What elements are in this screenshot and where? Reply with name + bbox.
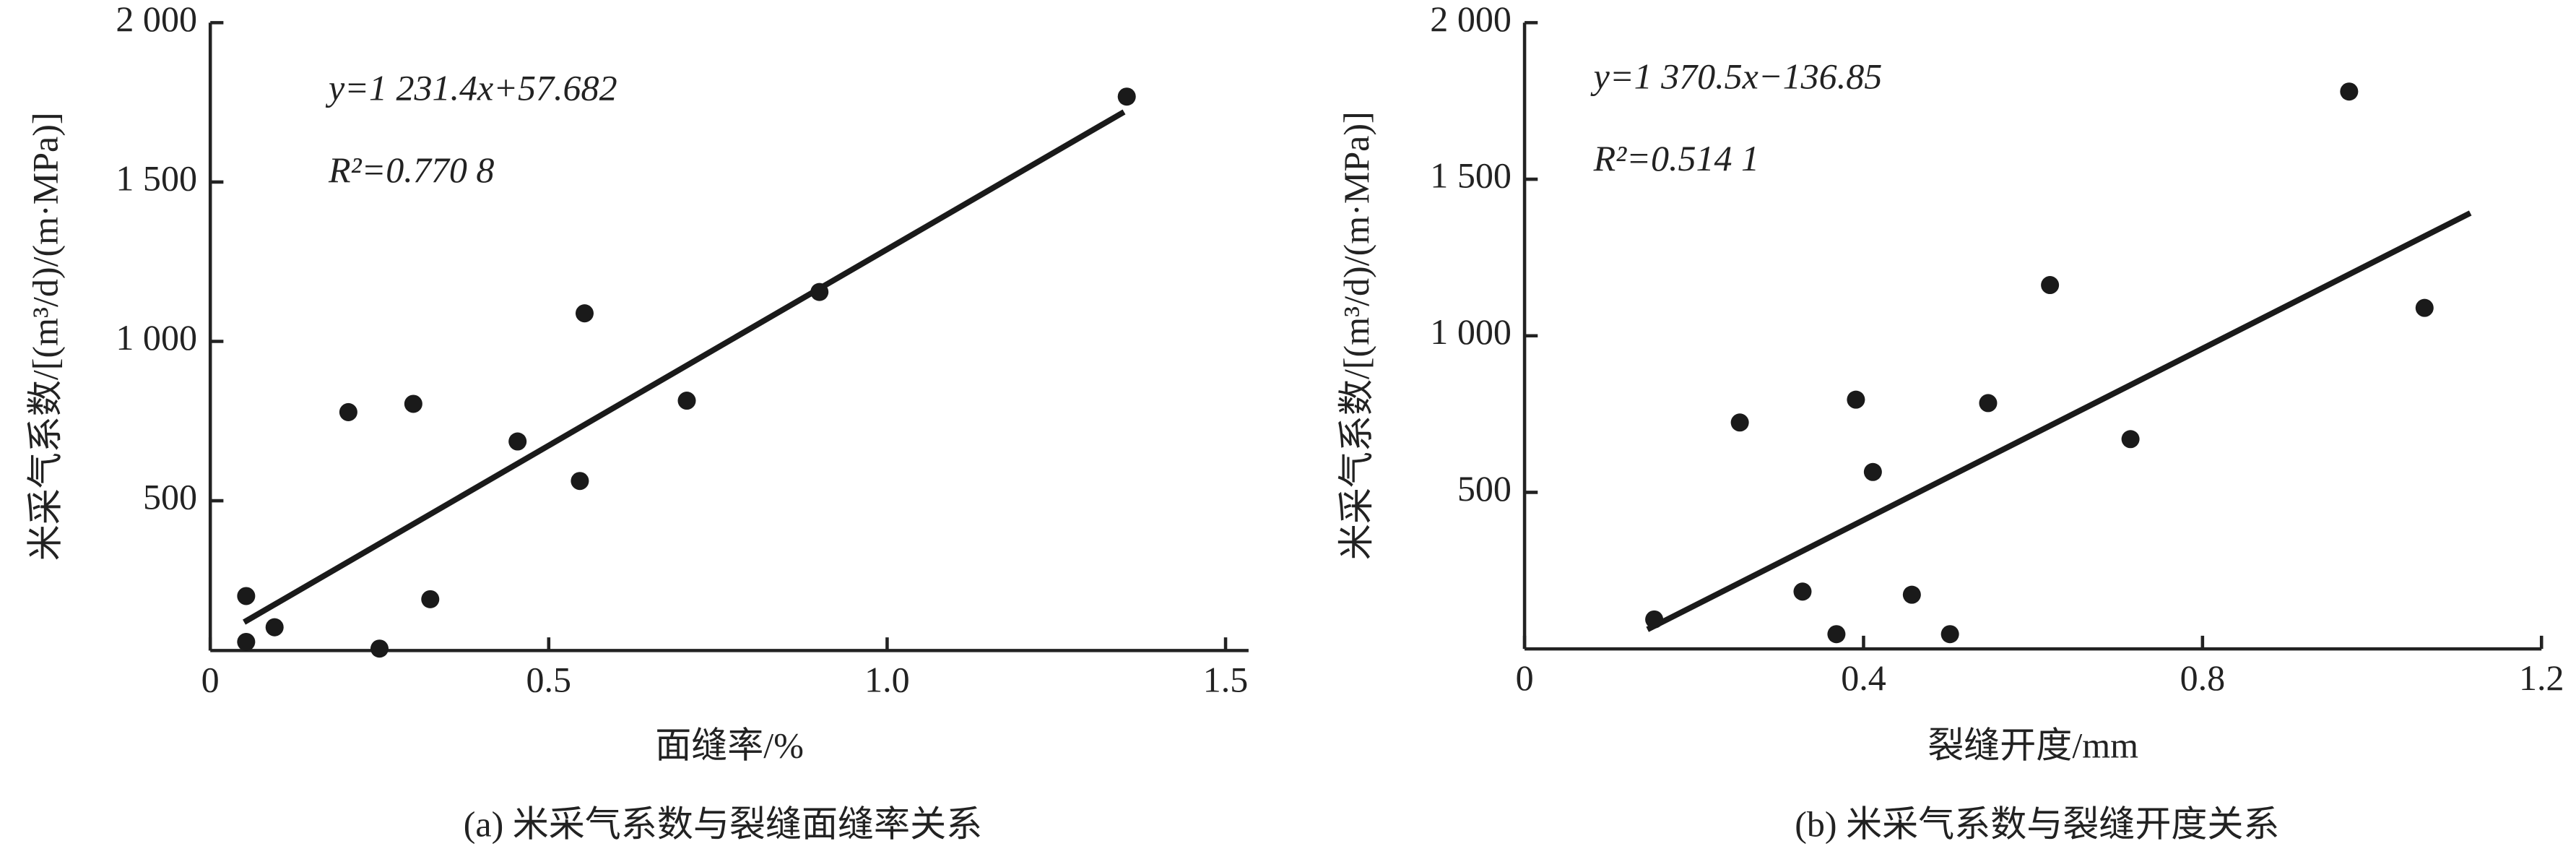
y-tick-label: 2 000	[1430, 0, 1512, 39]
point	[2041, 276, 2060, 295]
point	[1793, 582, 1812, 601]
caption: (a) 米采气系数与裂缝面缝率关系	[464, 804, 982, 845]
point	[421, 590, 440, 608]
annotation: R²=0.514 1	[1593, 138, 1759, 178]
point	[1645, 610, 1664, 629]
point	[1847, 390, 1865, 409]
x-tick-label: 1.2	[2519, 657, 2564, 698]
y-tick-label: 1 000	[1430, 311, 1512, 352]
x-tick-label: 1.5	[1203, 659, 1249, 699]
x-tick-label: 0	[1516, 657, 1534, 698]
x-tick-label: 0.5	[526, 659, 572, 699]
point	[1117, 87, 1136, 106]
point	[1940, 625, 1959, 644]
caption: (b) 米采气系数与裂缝开度关系	[1795, 804, 2279, 845]
fit-line	[1646, 210, 2472, 632]
point	[571, 472, 589, 491]
point	[237, 632, 256, 651]
point	[2340, 82, 2359, 101]
point	[404, 394, 422, 413]
x-axis-label: 面缝率/%	[655, 725, 804, 765]
point	[265, 618, 284, 637]
point	[677, 392, 696, 410]
y-tick-label: 2 000	[116, 0, 197, 39]
y-axis-label: 米采气系数/[(m³/d)/(m·MPa)]	[25, 112, 66, 561]
point	[339, 402, 357, 421]
x-tick-label: 0.8	[2180, 657, 2226, 698]
annotation: y=1 370.5x−136.85	[1590, 56, 1883, 96]
y-axis-label: 米采气系数/[(m³/d)/(m·MPa)]	[1336, 111, 1376, 560]
point	[810, 282, 829, 301]
point	[2121, 430, 2140, 449]
y-tick-label: 500	[143, 477, 197, 517]
point	[237, 587, 256, 605]
point	[508, 432, 527, 451]
point	[1730, 413, 1749, 432]
point	[1902, 585, 1921, 604]
point	[1863, 462, 1882, 481]
point	[2415, 298, 2434, 317]
fit-line	[243, 109, 1126, 625]
annotation: R²=0.770 8	[328, 150, 494, 190]
y-tick-label: 1 000	[116, 317, 197, 358]
y-tick-label: 1 500	[1430, 155, 1512, 196]
x-tick-label: 0	[201, 659, 220, 699]
y-tick-label: 500	[1457, 468, 1512, 509]
y-tick-label: 1 500	[116, 158, 197, 198]
point	[370, 639, 389, 658]
point	[1979, 394, 1998, 413]
annotation: y=1 231.4x+57.682	[325, 67, 617, 108]
x-tick-label: 0.4	[1841, 657, 1886, 698]
point	[1827, 625, 1846, 644]
point	[575, 304, 594, 323]
x-axis-label: 裂缝开度/mm	[1927, 725, 2138, 765]
x-tick-label: 1.0	[864, 659, 910, 699]
